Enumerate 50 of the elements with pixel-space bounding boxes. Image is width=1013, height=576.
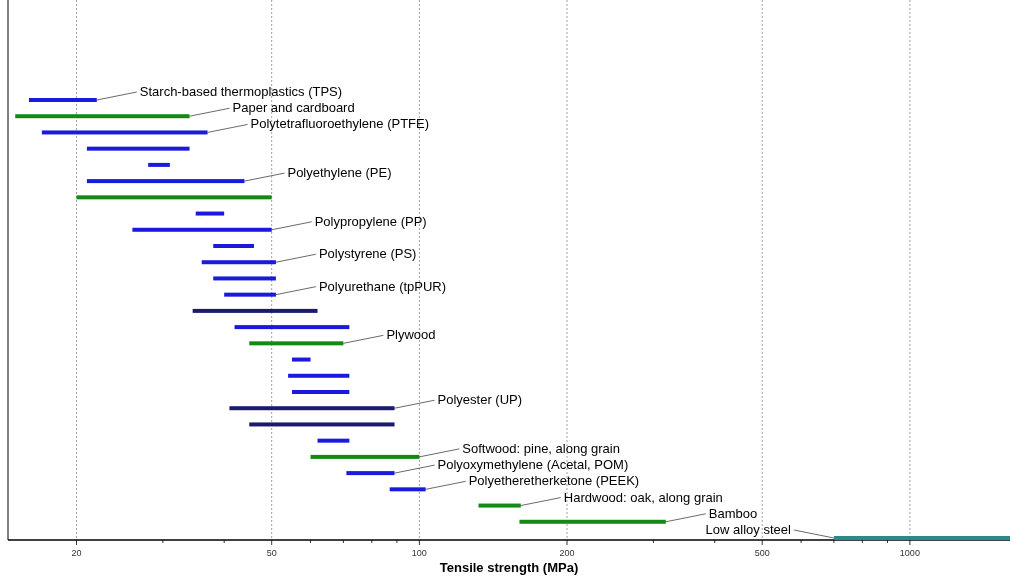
bar bbox=[229, 406, 395, 411]
bar bbox=[234, 325, 350, 330]
x-tick-label: 50 bbox=[266, 548, 277, 558]
x-tick-label: 1000 bbox=[899, 548, 920, 558]
bar bbox=[288, 373, 350, 378]
bar bbox=[195, 211, 225, 216]
x-tick-label: 500 bbox=[754, 548, 770, 558]
bar bbox=[249, 422, 395, 427]
y-tick-label: Softwood: pine, along grain bbox=[462, 440, 620, 456]
y-tick-label: Polyethylene (PE) bbox=[287, 165, 392, 181]
y-tick-label: Low alloy steel bbox=[705, 522, 791, 537]
bar bbox=[224, 292, 276, 297]
bar bbox=[132, 227, 272, 232]
y-tick-label: Bamboo bbox=[708, 505, 758, 521]
y-tick-label: Hardwood: oak, along grain bbox=[563, 489, 723, 505]
bar bbox=[192, 308, 318, 313]
x-tick-label: 100 bbox=[411, 548, 427, 558]
bar bbox=[76, 195, 272, 200]
bar bbox=[833, 536, 1010, 540]
bar bbox=[389, 487, 426, 492]
y-tick-label: Polytetrafluoroethylene (PTFE) bbox=[250, 116, 430, 132]
bar bbox=[213, 276, 276, 281]
bar bbox=[148, 162, 170, 167]
x-tick-label: 200 bbox=[559, 548, 575, 558]
y-tick-label: Polyetheretherketone (PEEK) bbox=[468, 473, 640, 489]
y-tick-label: Starch-based thermoplastics (TPS) bbox=[139, 84, 343, 99]
y-tick-label: Polystyrene (PS) bbox=[318, 246, 417, 262]
bar bbox=[86, 146, 190, 151]
bar bbox=[478, 503, 521, 508]
bar bbox=[15, 114, 190, 119]
bar bbox=[346, 471, 395, 476]
y-tick-label: Polyoxymethylene (Acetal, POM) bbox=[437, 457, 629, 473]
y-tick-label: Polypropylene (PP) bbox=[314, 213, 427, 229]
bar bbox=[292, 390, 350, 394]
x-axis-title: Tensile strength (MPa) bbox=[439, 560, 579, 575]
y-tick-label: Plywood bbox=[386, 327, 436, 343]
bar bbox=[292, 357, 311, 362]
bar bbox=[317, 438, 350, 443]
bar bbox=[41, 130, 208, 135]
bar bbox=[310, 454, 420, 459]
bar bbox=[213, 244, 254, 248]
bar bbox=[201, 260, 276, 265]
bar bbox=[86, 179, 245, 184]
bar bbox=[249, 341, 344, 346]
y-tick-label: Paper and cardboard bbox=[232, 100, 355, 116]
bar bbox=[28, 98, 97, 102]
y-tick-label: Polyurethane (tpPUR) bbox=[318, 278, 447, 294]
y-tick-label: Polyester (UP) bbox=[437, 392, 523, 408]
x-tick-label: 20 bbox=[71, 548, 82, 558]
bar bbox=[519, 519, 666, 524]
